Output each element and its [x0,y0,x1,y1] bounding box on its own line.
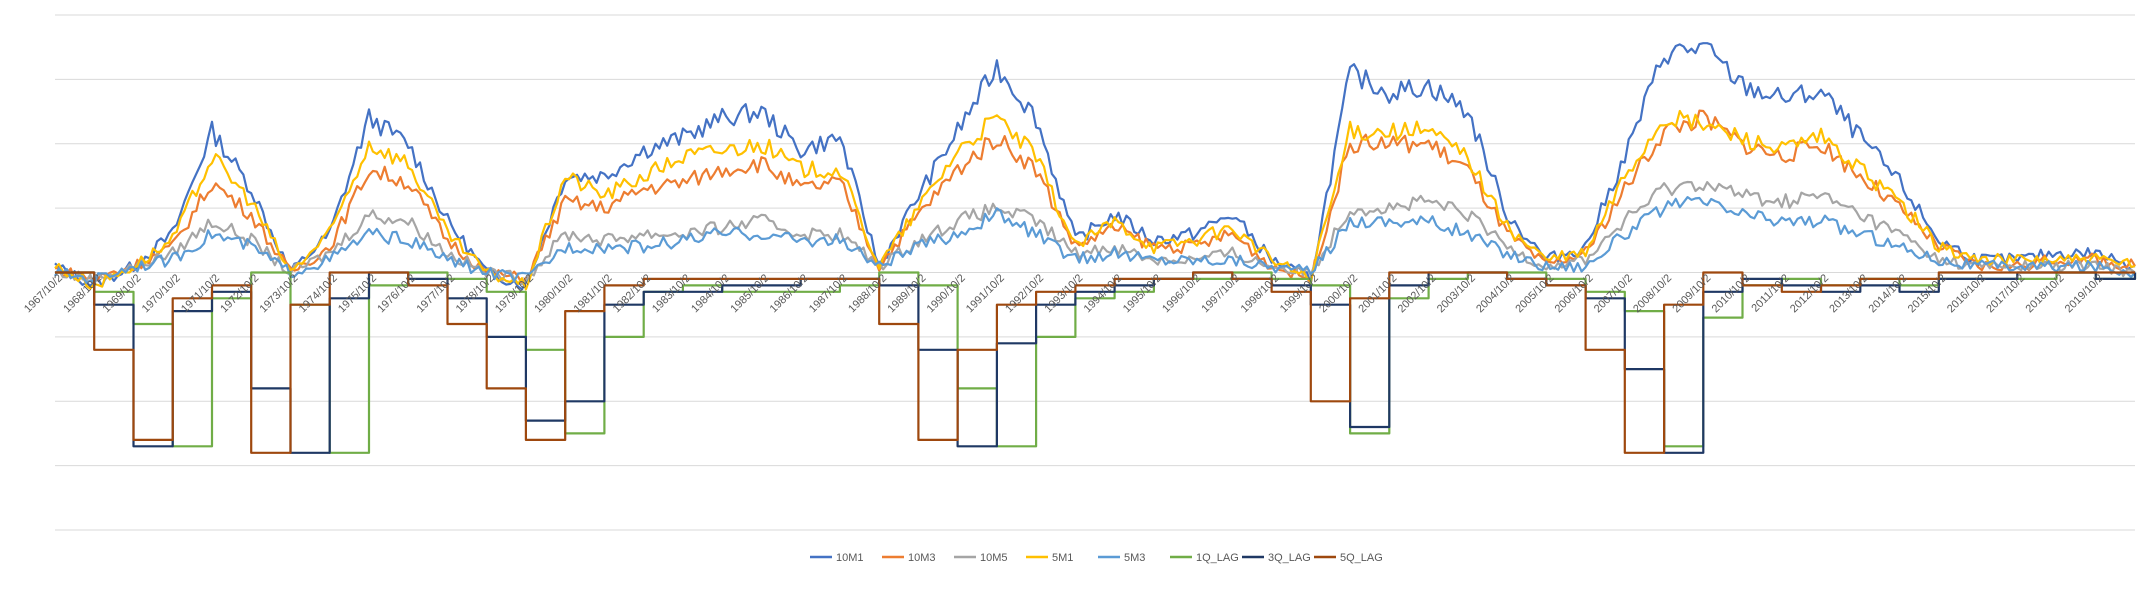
x-tick-label: 1992/10/2 [1003,272,1046,315]
x-tick-label: 1991/10/2 [964,272,1007,315]
legend-label: 5M1 [1052,552,1073,564]
x-tick-label: 2004/10/2 [1474,272,1517,315]
x-tick-label: 1975/10/2 [336,272,379,315]
x-tick-label: 2000/10/2 [1317,272,1360,315]
x-tick-label: 2002/10/2 [1396,272,1439,315]
series-lines [54,42,2137,454]
legend-item: 3Q_LAG [1242,552,1311,564]
series-line-5m1 [54,109,2136,291]
series-line-10m5 [54,180,2136,286]
x-tick-label: 1981/10/2 [571,272,614,315]
legend-label: 10M3 [908,552,936,564]
legend-item: 5Q_LAG [1314,552,1383,564]
x-tick-label: 2008/10/2 [1631,272,1674,315]
x-tick-label: 1973/10/2 [258,272,301,315]
legend-label: 5Q_LAG [1340,552,1383,564]
x-tick-label: 1970/10/2 [140,272,183,315]
x-tick-label: 1972/10/2 [218,272,261,315]
legend-label: 10M1 [836,552,864,564]
legend-label: 5M3 [1124,552,1145,564]
x-tick-label: 1971/10/2 [179,272,222,315]
legend-item: 10M5 [954,552,1008,564]
x-tick-label: 1980/10/2 [532,272,575,315]
legend-item: 10M3 [882,552,936,564]
legend-label: 1Q_LAG [1196,552,1239,564]
x-tick-label: 2009/10/2 [1670,272,1713,315]
x-tick-label: 1990/10/2 [925,272,968,315]
legend-item: 1Q_LAG [1170,552,1239,564]
x-tick-label: 2010/10/2 [1710,272,1753,315]
series-line-5q-lag [55,271,2135,454]
legend-item: 5M3 [1098,552,1145,564]
legend: 10M1 10M3 10M5 5M1 5M3 1Q_LAG 3Q_LAG 5Q_LAG [810,552,1383,564]
x-tick-label: 1994/10/2 [1082,272,1125,315]
legend-label: 3Q_LAG [1268,552,1311,564]
x-tick-label: 2001/10/2 [1356,272,1399,315]
series-line-10m3 [54,109,2136,285]
x-tick-label: 1982/10/2 [611,272,654,315]
series-line-5m3 [54,196,2136,284]
legend-item: 5M1 [1026,552,1073,564]
x-tick-label: 1974/10/2 [297,272,340,315]
legend-label: 10M5 [980,552,1008,564]
x-tick-label: 2013/10/2 [1827,272,1870,315]
x-tick-label: 1967/10/2 [22,272,65,315]
x-tick-label: 2019/10/2 [2063,272,2106,315]
x-tick-label: 2007/10/2 [1592,272,1635,315]
x-tick-label: 1976/10/2 [375,272,418,315]
legend-item: 10M1 [810,552,864,564]
series-line-10m1 [54,42,2136,291]
x-tick-label: 1993/10/2 [1042,272,1085,315]
x-tick-label: 1989/10/2 [885,272,928,315]
